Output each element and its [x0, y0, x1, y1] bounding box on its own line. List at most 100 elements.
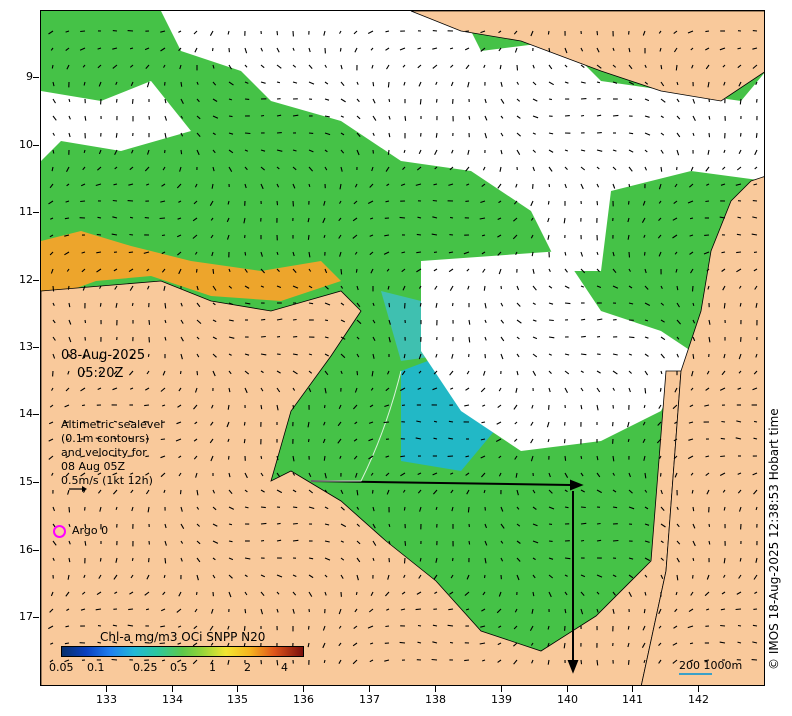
- velocity-arrow: [356, 132, 361, 137]
- velocity-arrow: [338, 659, 342, 664]
- velocity-arrow: [80, 472, 86, 477]
- velocity-arrow: [739, 132, 742, 137]
- velocity-arrow: [180, 336, 184, 342]
- velocity-arrow: [193, 455, 198, 460]
- velocity-arrow: [644, 540, 650, 543]
- velocity-arrow: [338, 642, 342, 647]
- velocity-arrow: [704, 659, 710, 662]
- velocity-arrow: [516, 81, 519, 85]
- velocity-arrow: [739, 98, 742, 105]
- velocity-arrow: [356, 81, 359, 85]
- velocity-arrow: [81, 404, 86, 407]
- velocity-arrow: [532, 370, 537, 376]
- velocity-arrow: [580, 472, 584, 477]
- velocity-arrow: [371, 489, 374, 494]
- velocity-arrow: [177, 217, 182, 220]
- velocity-arrow: [162, 166, 166, 171]
- velocity-arrow: [324, 336, 329, 339]
- velocity-arrow: [659, 387, 662, 392]
- velocity-arrow: [482, 659, 486, 662]
- velocity-arrow: [739, 557, 742, 562]
- velocity-arrow: [435, 81, 438, 85]
- velocity-arrow: [65, 438, 70, 441]
- velocity-arrow: [644, 81, 649, 85]
- velocity-arrow: [212, 98, 218, 102]
- velocity-arrow: [369, 404, 374, 408]
- velocity-arrow: [628, 472, 632, 478]
- velocity-arrow: [340, 64, 343, 70]
- velocity-arrow: [400, 455, 406, 458]
- velocity-arrow: [659, 472, 662, 477]
- velocity-arrow: [84, 523, 87, 529]
- velocity-arrow: [128, 251, 134, 254]
- velocity-arrow: [192, 217, 198, 222]
- velocity-arrow: [51, 472, 54, 476]
- velocity-arrow: [179, 166, 182, 172]
- velocity-arrow: [196, 149, 200, 156]
- velocity-arrow: [627, 421, 630, 428]
- velocity-arrow: [211, 183, 214, 189]
- velocity-arrow: [737, 47, 742, 50]
- lat-label: 9: [26, 70, 33, 83]
- velocity-arrow: [580, 268, 586, 274]
- velocity-arrow: [128, 268, 134, 273]
- velocity-arrow: [612, 591, 616, 596]
- velocity-arrow: [384, 404, 390, 408]
- velocity-arrow: [276, 285, 282, 289]
- velocity-arrow: [708, 523, 711, 527]
- velocity-arrow: [707, 81, 710, 88]
- scale-label: 200 1000m: [679, 659, 743, 672]
- velocity-arrow: [324, 319, 329, 322]
- velocity-arrow: [689, 234, 694, 237]
- velocity-arrow: [495, 438, 502, 442]
- velocity-arrow: [210, 421, 214, 426]
- velocity-arrow: [131, 506, 134, 512]
- velocity-arrow: [372, 353, 375, 359]
- velocity-arrow: [196, 353, 200, 358]
- velocity-arrow: [660, 353, 665, 359]
- velocity-arrow: [720, 183, 726, 186]
- lat-label: 15: [19, 475, 33, 488]
- velocity-arrow: [243, 421, 246, 426]
- velocity-arrow: [660, 319, 665, 323]
- velocity-arrow: [708, 336, 711, 343]
- velocity-arrow: [338, 404, 342, 410]
- velocity-arrow: [500, 132, 504, 137]
- velocity-arrow: [354, 183, 358, 188]
- velocity-arrow: [736, 251, 742, 254]
- velocity-arrow: [129, 641, 134, 644]
- lat-tick: [33, 550, 39, 551]
- velocity-arrow: [260, 268, 266, 274]
- velocity-arrow: [143, 251, 150, 254]
- velocity-arrow: [564, 489, 568, 493]
- velocity-arrow: [339, 47, 342, 52]
- velocity-arrow: [435, 506, 438, 510]
- velocity-arrow: [180, 523, 185, 529]
- velocity-arrow: [401, 591, 406, 595]
- velocity-arrow: [388, 132, 391, 138]
- velocity-arrow: [479, 642, 486, 645]
- velocity-arrow: [580, 81, 586, 84]
- velocity-arrow: [160, 455, 166, 459]
- velocity-arrow: [736, 166, 742, 171]
- velocity-arrow: [418, 370, 422, 374]
- velocity-arrow: [49, 659, 54, 663]
- velocity-arrow: [260, 387, 264, 392]
- velocity-arrow: [180, 353, 183, 360]
- velocity-arrow: [628, 285, 633, 289]
- velocity-arrow: [691, 285, 694, 292]
- velocity-arrow: [658, 251, 662, 257]
- velocity-arrow: [480, 455, 486, 459]
- cloud-region: [421, 251, 691, 451]
- velocity-arrow: [515, 472, 518, 478]
- velocity-arrow: [228, 132, 234, 135]
- velocity-arrow: [484, 98, 487, 104]
- velocity-arrow: [705, 200, 710, 203]
- velocity-arrow: [52, 81, 55, 87]
- velocity-arrow: [372, 319, 376, 324]
- velocity-arrow: [322, 625, 326, 631]
- velocity-arrow: [450, 574, 454, 579]
- velocity-arrow: [687, 625, 694, 629]
- velocity-arrow: [52, 319, 56, 324]
- velocity-arrow: [483, 489, 486, 494]
